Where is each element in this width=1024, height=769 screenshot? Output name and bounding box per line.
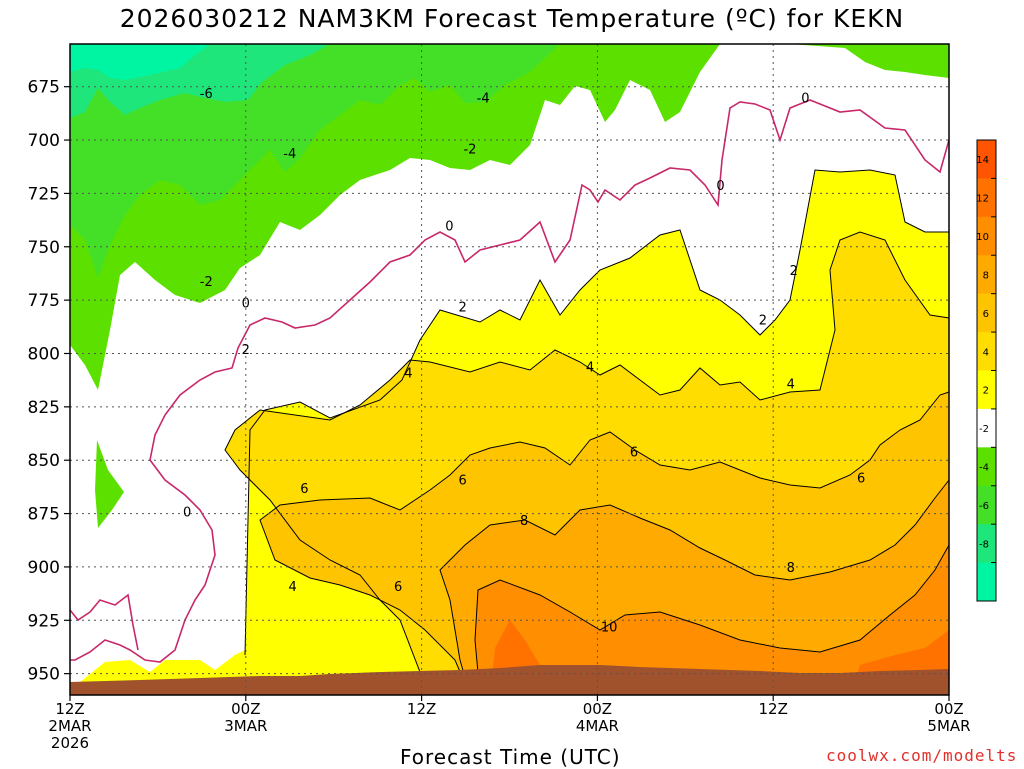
temp-region-minus8 <box>70 44 210 80</box>
y-tick-label: 825 <box>28 398 60 418</box>
colorbar-swatch <box>977 524 996 564</box>
y-axis: 675 700 725 750 775 800 825 850 875 900 925 950 <box>28 78 70 685</box>
colorbar-label: 10 <box>976 232 989 243</box>
colorbar-label: 4 <box>983 347 989 358</box>
x-tick-label: 3MAR <box>224 717 267 735</box>
y-tick-label: 925 <box>28 611 60 631</box>
contour-label: -6 <box>200 87 213 102</box>
colorbar-label: -2 <box>979 424 989 435</box>
temp-region-minus2-patch <box>95 440 124 528</box>
colorbar-swatch <box>977 216 996 256</box>
contour-line-8c <box>439 479 950 696</box>
colorbar: 14 12 10 8 6 4 2 -2 -4 -6 -8 <box>976 139 997 602</box>
colorbar-label: -8 <box>979 539 989 550</box>
x-axis-label: Forecast Time (UTC) <box>400 745 621 769</box>
colorbar-swatch <box>977 370 996 410</box>
colorbar-swatch <box>977 485 996 525</box>
colorbar-label: -6 <box>979 501 989 512</box>
y-tick-label: 700 <box>28 131 60 151</box>
contour-label: 0 <box>242 296 250 311</box>
contour-label: -2 <box>200 275 213 290</box>
x-tick-label: 00Z <box>231 700 260 718</box>
contour-line-6c <box>259 391 950 696</box>
x-tick-label: 2026 <box>51 734 89 752</box>
colorbar-swatch <box>977 408 996 448</box>
contour-label: 2 <box>458 301 466 316</box>
contour-label: 6 <box>630 446 638 461</box>
y-tick-label: 750 <box>28 238 60 258</box>
y-tick-label: 800 <box>28 344 60 364</box>
contour-label: 10 <box>601 621 618 636</box>
x-tick-label: 5MAR <box>927 717 970 735</box>
contour-label: 4 <box>586 360 594 375</box>
contour-label: 4 <box>404 367 412 382</box>
colorbar-swatch <box>977 255 996 295</box>
colorbar-label: 8 <box>983 270 989 281</box>
x-tick-label: 00Z <box>583 700 612 718</box>
y-tick-label: 900 <box>28 558 60 578</box>
y-tick-label: 725 <box>28 184 60 204</box>
contour-label: 4 <box>289 580 297 595</box>
colorbar-swatch <box>977 293 996 333</box>
contour-label: -4 <box>477 91 490 106</box>
contour-line-2c <box>244 169 949 656</box>
contour-line-10c <box>474 544 950 696</box>
x-tick-label: 12Z <box>407 700 436 718</box>
contour-label: 4 <box>787 377 795 392</box>
colorbar-label: -4 <box>979 463 989 474</box>
colorbar-label: 14 <box>976 155 989 166</box>
colorbar-swatch <box>977 447 996 487</box>
terrain-ground <box>70 665 949 695</box>
colorbar-swatch <box>977 332 996 371</box>
temp-region-minus4 <box>70 44 560 278</box>
x-tick-label: 2MAR <box>48 717 91 735</box>
x-tick-label: 00Z <box>934 700 963 718</box>
credit-text: coolwx.com/modelts <box>826 746 1018 765</box>
temp-region-10 <box>475 545 949 695</box>
contour-label: -2 <box>463 143 476 158</box>
grid-lines <box>70 44 949 695</box>
y-tick-label: 875 <box>28 505 60 525</box>
contour-label: 6 <box>394 580 402 595</box>
plot-area: -6 -4 0 -4 -2 0 0 2 -2 0 2 2 2 4 4 4 6 6 6 6 0 8 8 4 6 10 <box>69 43 950 696</box>
contour-label: 6 <box>300 482 308 497</box>
contour-label: 6 <box>857 471 865 486</box>
colorbar-label: 12 <box>976 194 989 205</box>
contour-label: 6 <box>458 473 466 488</box>
colorbar-label: 6 <box>983 309 989 320</box>
contour-labels: -6 -4 0 -4 -2 0 0 2 -2 0 2 2 2 4 4 4 6 6 6 6 0 8 8 4 6 10 <box>183 87 865 636</box>
x-tick-label: 12Z <box>759 700 788 718</box>
contour-label: 8 <box>787 561 795 576</box>
x-tick-label: 12Z <box>55 700 84 718</box>
y-tick-label: 950 <box>28 665 60 685</box>
x-tick-label: 4MAR <box>576 717 619 735</box>
y-tick-label: 775 <box>28 291 60 311</box>
colorbar-label: 2 <box>983 386 989 397</box>
colorbar-swatch <box>977 562 996 602</box>
y-tick-label: 675 <box>28 78 60 98</box>
colorbar-swatch <box>977 178 996 218</box>
colorbar-swatch <box>977 140 996 179</box>
freezing-line <box>70 99 950 663</box>
contour-label: 0 <box>716 179 724 194</box>
plot-frame <box>69 43 950 696</box>
contour-label: 8 <box>520 514 528 529</box>
contour-label: 0 <box>801 91 809 106</box>
contour-label: 2 <box>242 343 250 358</box>
contour-label: 2 <box>790 264 798 279</box>
freezing-line-lower <box>69 593 139 651</box>
contour-label: 0 <box>445 219 453 234</box>
y-tick-label: 850 <box>28 451 60 471</box>
contour-label: 2 <box>759 313 767 328</box>
contour-label: -4 <box>283 147 296 162</box>
chart-title: 2026030212 NAM3KM Forecast Temperature (… <box>119 4 905 33</box>
contour-label: 0 <box>183 505 191 520</box>
